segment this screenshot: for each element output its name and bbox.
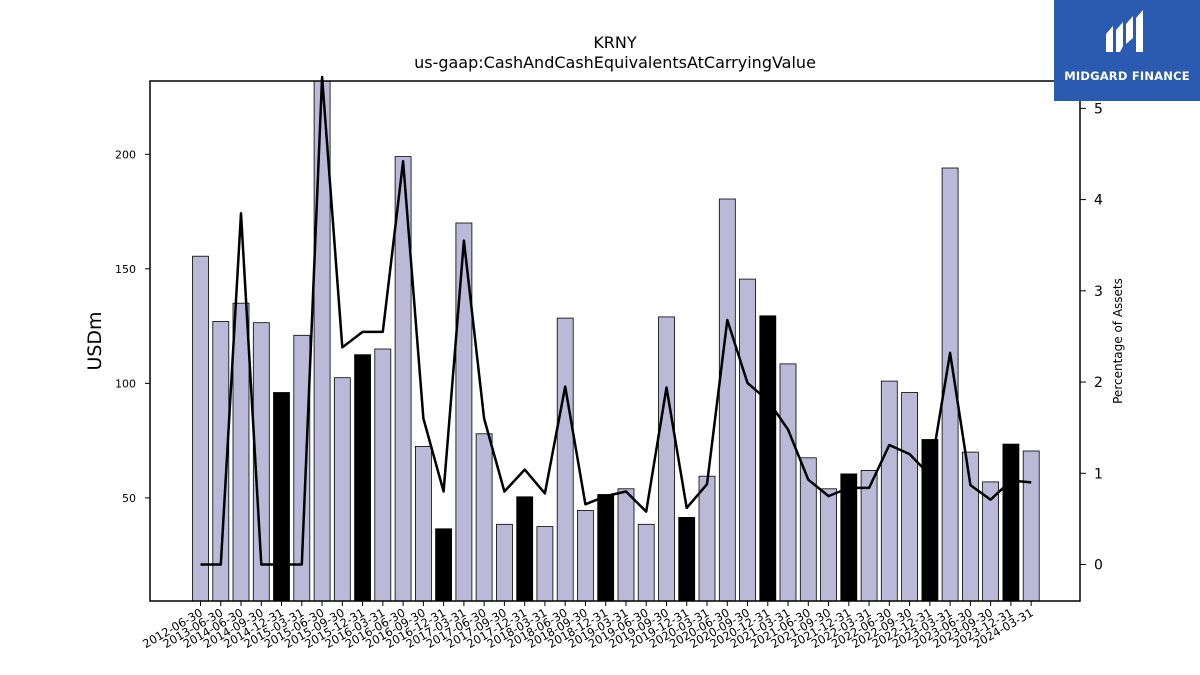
bar-2022-09-30 xyxy=(901,392,918,602)
bar-2016-03-31 xyxy=(374,348,392,602)
bar-2021-12-31 xyxy=(840,473,858,602)
logo-text: MIDGARD FINANCE xyxy=(1064,69,1190,83)
plot-frame xyxy=(149,80,1081,602)
bar-2019-03-31 xyxy=(617,488,635,602)
bar-2023-06-30 xyxy=(962,451,979,602)
bar-2012-06-30 xyxy=(192,255,209,602)
y2-axis-label: Percentage of Assets xyxy=(1111,278,1125,404)
bar-2019-12-31 xyxy=(678,517,696,602)
y2-tick-label-5: 5 xyxy=(1094,101,1103,117)
y-axis-label: USDm xyxy=(84,311,106,370)
bar-2022-12-31 xyxy=(921,439,939,602)
y2-tick-label-3: 3 xyxy=(1094,284,1103,300)
bar-2019-09-30 xyxy=(658,316,675,602)
bar-2023-12-31 xyxy=(1002,443,1020,602)
chart-subtitle: us-gaap:CashAndCashEquivalentsAtCarrying… xyxy=(414,53,816,72)
bar-2020-09-30 xyxy=(739,278,756,602)
y2-tick-label-0: 0 xyxy=(1094,558,1103,574)
bar-2014-12-31 xyxy=(273,392,290,602)
bar-2020-12-31 xyxy=(759,315,777,602)
y2-tick-label-4: 4 xyxy=(1094,193,1103,209)
bar-2018-03-31 xyxy=(536,526,554,602)
y-tick-label-150: 150 xyxy=(115,263,136,276)
bar-2018-12-31 xyxy=(597,494,615,602)
y2-tick-label-1: 1 xyxy=(1094,466,1103,482)
bar-2015-09-30 xyxy=(333,377,351,602)
bar-2024-03-31 xyxy=(1022,450,1040,602)
bar-2018-09-30 xyxy=(577,510,594,602)
percentage-line xyxy=(200,75,1032,566)
bar-2016-12-31 xyxy=(435,528,453,602)
bar-2018-06-30 xyxy=(556,317,574,602)
bar-2015-12-31 xyxy=(354,354,372,602)
midgard-logo-icon xyxy=(1106,10,1143,52)
bar-2020-03-31 xyxy=(698,475,716,602)
bar-2017-12-31 xyxy=(516,496,534,602)
bar-2019-06-30 xyxy=(637,523,655,602)
bar-2021-09-30 xyxy=(820,488,837,602)
y-tick-label-200: 200 xyxy=(115,148,136,161)
bar-2021-03-31 xyxy=(779,363,797,602)
bar-2017-06-30 xyxy=(475,433,493,602)
bar-2016-09-30 xyxy=(414,445,432,602)
bar-2022-06-30 xyxy=(880,380,898,602)
bar-2022-03-31 xyxy=(860,469,878,602)
y2-tick-label-2: 2 xyxy=(1094,375,1103,391)
bar-2017-09-30 xyxy=(495,523,513,602)
y-tick-label-50: 50 xyxy=(122,492,136,505)
chart-title: KRNY xyxy=(593,33,637,52)
brand-logo: MIDGARD FINANCE xyxy=(1054,0,1200,101)
bar-2020-06-30 xyxy=(718,198,736,602)
y-tick-label-100: 100 xyxy=(115,377,136,390)
bar-2014-06-30 xyxy=(232,302,250,602)
